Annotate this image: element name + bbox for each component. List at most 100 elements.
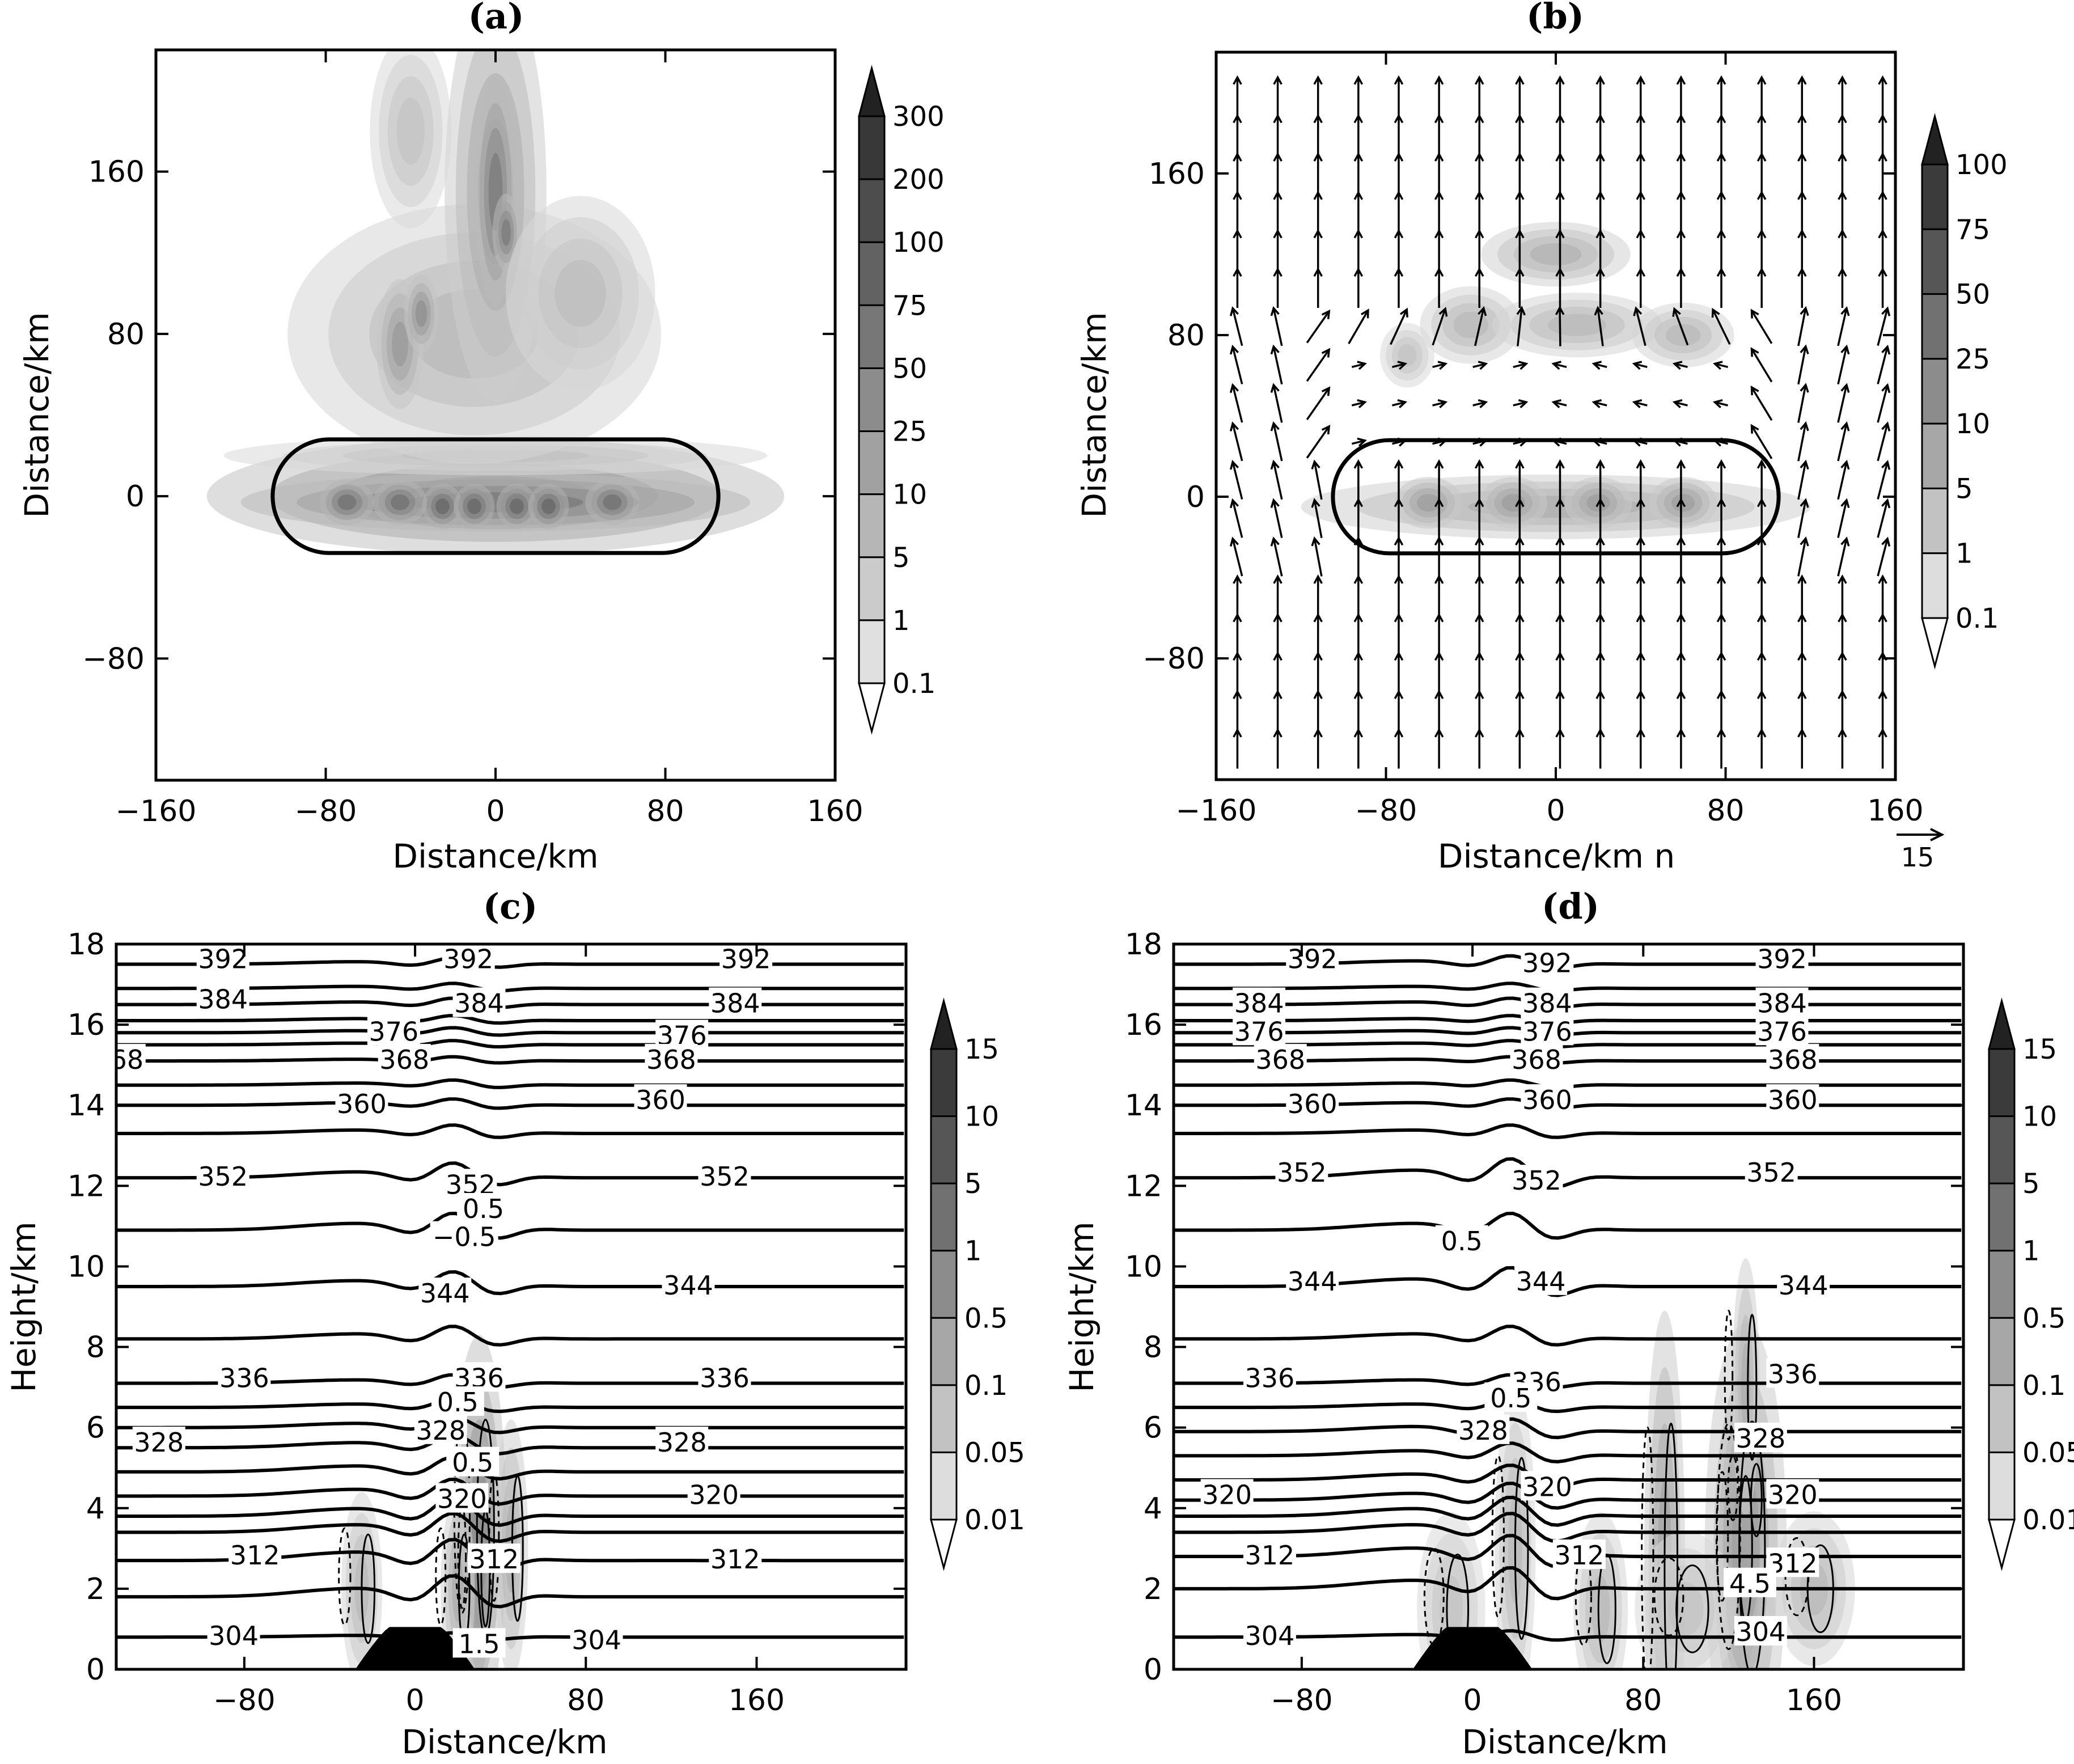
thin-contour-dashed [1727, 1454, 1739, 1521]
y-tick-label: 0 [126, 480, 145, 514]
contour-label-bg [1243, 1539, 1296, 1570]
wind-vector [1878, 267, 1887, 308]
wind-vector [1797, 689, 1807, 730]
shading-cell [1398, 344, 1417, 367]
panel-b-colorbar: 100 75 50 25 10 5 1 0.1 [1921, 113, 2008, 670]
wind-vector [1797, 229, 1807, 270]
colorbar-label: 0.1 [892, 668, 936, 700]
colorbar-label: 75 [1956, 214, 1990, 246]
contour-label: 328 [1458, 1415, 1508, 1446]
wind-vector [1797, 421, 1809, 462]
wind-vector [1756, 727, 1767, 769]
wind-vector [1877, 344, 1891, 384]
colorbar-label: 10 [2022, 1101, 2057, 1133]
contour-label-bg [207, 1620, 260, 1650]
wind-vector [1434, 574, 1444, 615]
contour-label: 328 [134, 1427, 184, 1458]
y-tick-label: 160 [88, 155, 145, 189]
colorbar-segment [1988, 1451, 2016, 1521]
contour-label: 312 [710, 1544, 760, 1575]
wind-vector [1632, 361, 1648, 370]
x-tick-label: −160 [1176, 794, 1257, 828]
colorbar-label: 25 [892, 416, 927, 448]
contour-label: 392 [1757, 944, 1807, 974]
colorbar-label: 5 [892, 542, 910, 574]
colorbar-label: 5 [964, 1168, 982, 1200]
contour-label: 384 [710, 988, 760, 1019]
contour-label: 344 [420, 1278, 470, 1309]
theta-contour-line [116, 1026, 904, 1037]
thin-contour-dashed [453, 1418, 471, 1614]
panel-d-theta-contours [1174, 954, 1962, 1642]
wind-vector [1676, 229, 1686, 270]
wind-vector [1877, 306, 1891, 346]
wind-vector [1233, 727, 1242, 769]
contour-label-bg [1243, 1362, 1296, 1392]
wind-vector [1353, 267, 1364, 308]
wind-vector [1838, 612, 1847, 654]
contour-label: 0.5 [437, 1387, 479, 1418]
contour-label: 392 [198, 944, 248, 974]
contour-label: 336 [1245, 1363, 1295, 1393]
wind-vector [1595, 689, 1605, 730]
colorbar-segment [1988, 1250, 2016, 1319]
theta-contour-line [116, 1477, 904, 1506]
x-tick-label: 80 [1707, 794, 1744, 828]
colorbar-label: 100 [892, 227, 945, 259]
wind-vector [1756, 689, 1767, 730]
contour-label-bg [196, 983, 249, 1013]
theta-contour-line [116, 1325, 904, 1347]
wind-vector [1233, 75, 1242, 116]
panel-d-x-ticks: −80 0 80 160 [1271, 944, 1842, 1718]
wind-vector [1311, 536, 1323, 577]
wind-vector [1474, 651, 1484, 692]
contour-label: 352 [1746, 1157, 1796, 1188]
wind-vector [1515, 612, 1525, 654]
wind-vector [1313, 574, 1323, 615]
contour-label: 376 [1757, 1016, 1807, 1047]
y-tick-label: 8 [1144, 1331, 1162, 1365]
contour-label: 352 [198, 1161, 248, 1192]
y-tick-label: 18 [1125, 928, 1162, 962]
colorbar-label: 10 [1956, 408, 1990, 440]
wind-vector [1838, 689, 1847, 730]
contour-label-bg [655, 1427, 709, 1457]
colorbar-extend-top [930, 997, 958, 1050]
panel-c-label: (c) [483, 886, 537, 927]
wind-vector [1555, 574, 1565, 615]
colorbar-segment [930, 1048, 958, 1118]
contour-label-bg [1755, 944, 1809, 973]
wind-vector [1595, 612, 1605, 654]
y-tick-label: 14 [67, 1089, 105, 1123]
wind-vector [1270, 459, 1283, 500]
wind-vector [1837, 421, 1850, 462]
panel-d-thin-contours [1423, 1310, 1834, 1669]
contour-label-bg [1510, 1044, 1563, 1074]
contour-label-bg [1521, 1471, 1574, 1501]
theta-contour-line [116, 1055, 904, 1065]
wind-vector [1837, 459, 1850, 500]
wind-vector [1434, 75, 1444, 116]
wind-vector [1273, 75, 1283, 116]
wind-vector [1838, 75, 1847, 116]
colorbar-segment [1988, 1115, 2016, 1185]
x-tick-label: −80 [1355, 794, 1417, 828]
panel-a-label: (a) [468, 0, 524, 37]
contour-label: 304 [1245, 1621, 1295, 1651]
wind-vector [1756, 651, 1767, 692]
wind-vector [1877, 421, 1891, 462]
colorbar-segment [858, 430, 886, 496]
contour-label: 336 [700, 1363, 750, 1393]
contour-label-bg [435, 1483, 489, 1513]
contour-label-bg [634, 1084, 687, 1114]
wind-vector [1711, 307, 1731, 345]
wind-vector [1837, 498, 1850, 538]
x-tick-label: 160 [1867, 794, 1923, 828]
wind-vector [1555, 152, 1565, 193]
contour-label-bg [698, 1161, 751, 1191]
thin-contour-dashed [1641, 1427, 1654, 1669]
thin-contour-solid [1664, 1423, 1679, 1669]
contour-label-bg [1766, 1479, 1819, 1509]
wind-vector [1838, 229, 1847, 270]
